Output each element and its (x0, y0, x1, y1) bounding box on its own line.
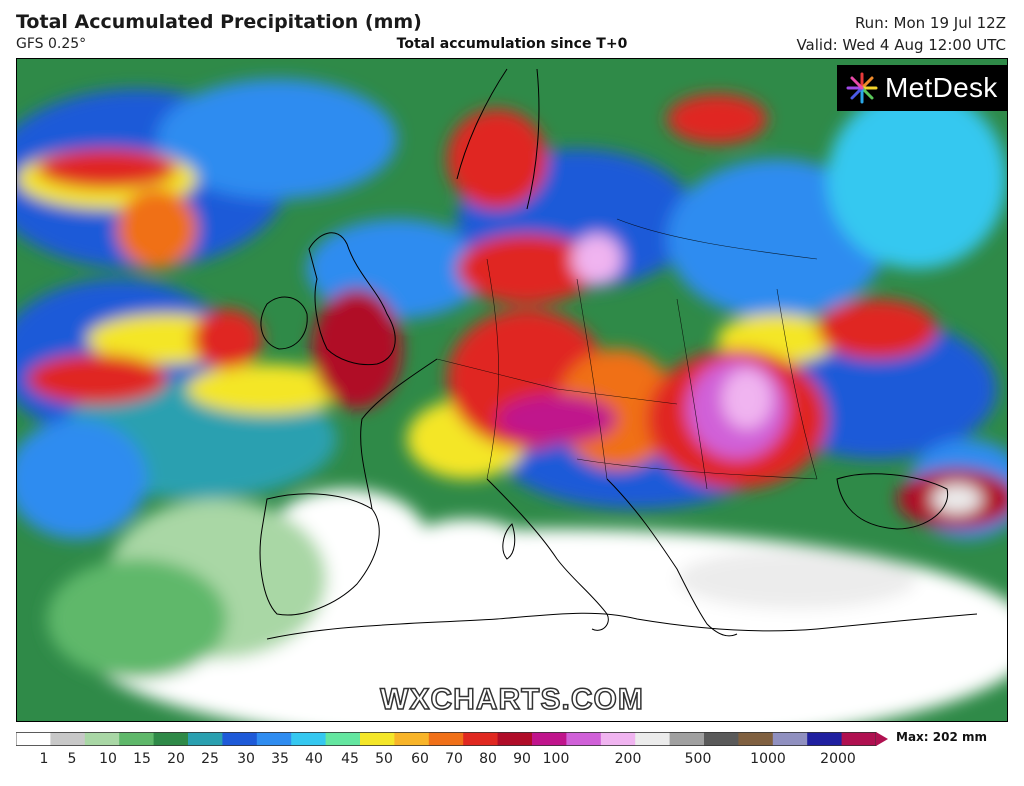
scale-swatch (16, 732, 51, 746)
max-value-label: Max: 202 mm (896, 730, 987, 744)
scale-swatch (222, 732, 258, 746)
scale-swatch (772, 732, 808, 746)
map-canvas (17, 59, 1007, 721)
starburst-logo-icon (846, 72, 878, 104)
scale-tick: 70 (445, 751, 463, 767)
metdesk-logo: MetDesk (837, 65, 1007, 111)
watermark: WXCHARTS.COM (379, 682, 644, 717)
scale-tick: 5 (67, 751, 77, 767)
model-label: GFS 0.25° (16, 36, 87, 52)
scale-tick: 50 (375, 751, 393, 767)
chart-header: Total Accumulated Precipitation (mm) GFS… (0, 0, 1024, 58)
chart-title: Total Accumulated Precipitation (mm) (16, 11, 422, 33)
scale-tick: 30 (237, 751, 255, 767)
scale-arrow (876, 732, 888, 746)
scale-tick: 15 (133, 751, 151, 767)
scale-swatch (600, 732, 636, 746)
precipitation-map: MetDesk WXCHARTS.COM (16, 58, 1008, 722)
scale-tick: 40 (305, 751, 323, 767)
scale-tick: 1 (39, 751, 49, 767)
scale-swatch (807, 732, 843, 746)
scale-tick: 60 (411, 751, 429, 767)
scale-swatch (566, 732, 602, 746)
scale-swatch (360, 732, 395, 746)
scale-tick: 2000 (820, 751, 856, 767)
scale-swatch (635, 732, 671, 746)
scale-swatch (50, 732, 86, 746)
scale-swatch (188, 732, 223, 746)
scale-swatch (532, 732, 567, 746)
scale-swatch (463, 732, 499, 746)
scale-tick: 20 (167, 751, 185, 767)
scale-tick: 100 (542, 751, 570, 767)
scale-tick: 10 (99, 751, 117, 767)
scale-swatch (325, 732, 361, 746)
scale-swatch (497, 732, 533, 746)
scale-swatch (841, 732, 877, 746)
scale-tick: 25 (201, 751, 219, 767)
logo-text: MetDesk (885, 72, 998, 103)
scale-swatch (119, 732, 155, 746)
coastlines (259, 68, 978, 640)
scale-swatch (704, 732, 739, 746)
scale-tick: 80 (479, 751, 497, 767)
chart-subtitle: Total accumulation since T+0 (396, 36, 628, 52)
scale-swatch (738, 732, 774, 746)
color-scale-bar (16, 732, 888, 746)
run-time: Run: Mon 19 Jul 12Z (854, 14, 1006, 32)
scale-swatch (153, 732, 189, 746)
scale-tick: 200 (614, 751, 642, 767)
scale-swatch (256, 732, 292, 746)
scale-tick: 1000 (750, 751, 786, 767)
valid-time: Valid: Wed 4 Aug 12:00 UTC (796, 36, 1006, 54)
scale-tick: 35 (271, 751, 289, 767)
scale-swatch (394, 732, 430, 746)
precipitation-field (17, 79, 1007, 721)
scale-tick: 45 (341, 751, 359, 767)
scale-swatch (84, 732, 120, 746)
scale-ticks: 1 5 10 15 20 25 30 35 40 45 50 60 70 80 … (16, 751, 886, 771)
scale-tick: 500 (684, 751, 712, 767)
scale-swatch (669, 732, 705, 746)
scale-swatch (291, 732, 327, 746)
country-borders (436, 218, 818, 490)
scale-swatch (428, 732, 464, 746)
scale-tick: 90 (513, 751, 531, 767)
